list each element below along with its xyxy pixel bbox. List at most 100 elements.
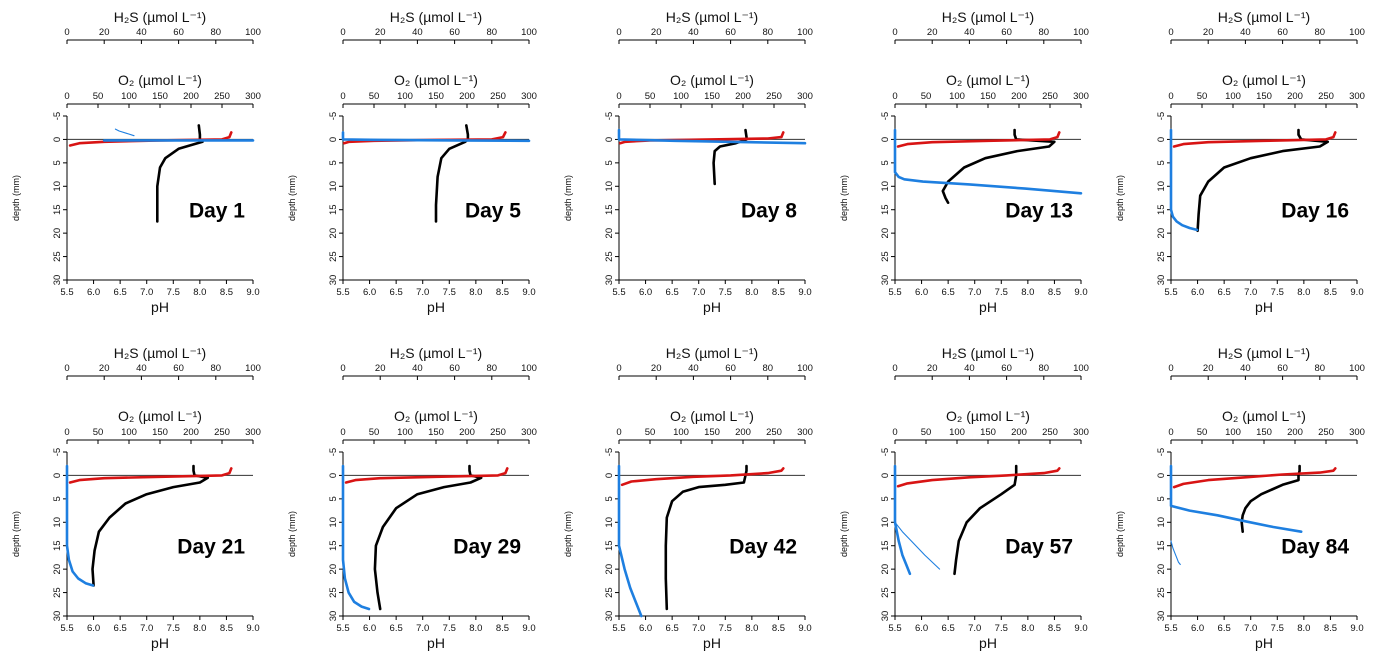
ph-tick-label: 6.5 xyxy=(1218,623,1231,634)
depth-tick-label: 20 xyxy=(604,228,615,239)
h2s-profile-line xyxy=(1169,128,1199,232)
depth-tick-label: 30 xyxy=(880,275,891,286)
ph-profile-line xyxy=(712,128,748,186)
depth-tick-label: 25 xyxy=(1156,251,1167,262)
h2s-tick-label: 0 xyxy=(616,363,621,374)
depth-tick-label: 0 xyxy=(328,137,339,142)
ph-axis-title: pH xyxy=(703,299,721,315)
h2s-tick-label: 100 xyxy=(245,27,261,38)
depth-tick-label: 5 xyxy=(880,160,891,165)
h2s-tick-label: 80 xyxy=(211,363,222,374)
h2s-tick-label: 40 xyxy=(1240,363,1251,374)
ph-tick-label: 8.0 xyxy=(1021,287,1034,298)
depth-tick-label: -5 xyxy=(1156,112,1167,120)
o2-tick-label: 300 xyxy=(245,91,261,102)
o2-axis-title: O₂ (µmol L⁻¹) xyxy=(394,408,478,424)
depth-tick-label: 25 xyxy=(328,587,339,598)
ph-tick-label: 6.5 xyxy=(114,623,127,634)
h2s-tick-label: 40 xyxy=(688,27,699,38)
o2-tick-label: 50 xyxy=(93,427,104,438)
ph-tick-label: 9.0 xyxy=(1350,623,1363,634)
o2-tick-label: 300 xyxy=(1349,91,1365,102)
depth-tick-label: 15 xyxy=(604,540,615,551)
day-label: Day 1 xyxy=(189,200,245,223)
o2-tick-label: 300 xyxy=(797,91,813,102)
o2-tick-label: 200 xyxy=(459,91,475,102)
depth-tick-label: 25 xyxy=(328,251,339,262)
depth-tick-label: 30 xyxy=(880,611,891,622)
o2-tick-label: 150 xyxy=(980,91,996,102)
ph-profile-line xyxy=(434,124,470,223)
o2-tick-label: 250 xyxy=(1042,91,1058,102)
h2s-tick-label: 0 xyxy=(616,27,621,38)
ph-tick-label: 8.0 xyxy=(1021,623,1034,634)
ph-tick-label: 8.5 xyxy=(496,287,509,298)
ph-tick-label: 9.0 xyxy=(798,623,811,634)
ph-tick-label: 5.5 xyxy=(612,287,625,298)
depth-tick-label: 20 xyxy=(328,564,339,575)
h2s-tick-label: 40 xyxy=(412,27,423,38)
h2s-tick-label: 60 xyxy=(1277,363,1288,374)
o2-tick-label: 300 xyxy=(797,427,813,438)
o2-axis-title: O₂ (µmol L⁻¹) xyxy=(670,408,754,424)
depth-tick-label: 0 xyxy=(604,473,615,478)
o2-profile-line xyxy=(68,467,233,484)
depth-axis-title: depth (mm) xyxy=(839,175,849,221)
o2-tick-label: 50 xyxy=(1197,91,1208,102)
o2-tick-label: 300 xyxy=(521,427,537,438)
depth-tick-label: 10 xyxy=(1156,517,1167,528)
depth-tick-label: 30 xyxy=(328,611,339,622)
h2s-tick-label: 0 xyxy=(1168,27,1173,38)
day-label: Day 84 xyxy=(1281,536,1349,559)
h2s-profile-line xyxy=(65,464,95,587)
o2-tick-label: 250 xyxy=(766,91,782,102)
ph-tick-label: 8.5 xyxy=(1324,287,1337,298)
o2-tick-label: 150 xyxy=(428,427,444,438)
ph-tick-label: 8.0 xyxy=(193,287,206,298)
o2-tick-label: 50 xyxy=(1197,427,1208,438)
ph-tick-label: 8.0 xyxy=(1297,287,1310,298)
ph-tick-label: 6.0 xyxy=(915,287,928,298)
o2-tick-label: 250 xyxy=(490,91,506,102)
depth-axis-title: depth (mm) xyxy=(287,511,297,557)
ph-tick-label: 6.0 xyxy=(915,623,928,634)
depth-axis-title: depth (mm) xyxy=(1115,175,1125,221)
depth-tick-label: 30 xyxy=(52,611,63,622)
o2-tick-label: 200 xyxy=(1011,427,1027,438)
o2-tick-label: 0 xyxy=(340,427,345,438)
ph-tick-label: 7.5 xyxy=(1271,287,1284,298)
h2s-tick-label: 0 xyxy=(64,27,69,38)
depth-tick-label: 10 xyxy=(52,181,63,192)
depth-tick-label: 10 xyxy=(328,181,339,192)
ph-tick-label: 5.5 xyxy=(1164,287,1177,298)
o2-axis-title: O₂ (µmol L⁻¹) xyxy=(946,72,1030,88)
ph-tick-label: 7.5 xyxy=(1271,623,1284,634)
depth-tick-label: -5 xyxy=(604,112,615,120)
h2s-tick-label: 80 xyxy=(487,363,498,374)
ph-tick-label: 8.5 xyxy=(772,287,785,298)
depth-axis-title: depth (mm) xyxy=(11,511,21,557)
h2s-axis-title: H₂S (µmol L⁻¹) xyxy=(1218,9,1310,25)
o2-tick-label: 0 xyxy=(64,427,69,438)
depth-tick-label: 0 xyxy=(1156,137,1167,142)
o2-axis-title: O₂ (µmol L⁻¹) xyxy=(946,408,1030,424)
h2s-tick-label: 60 xyxy=(1001,363,1012,374)
o2-tick-label: 50 xyxy=(921,91,932,102)
ph-tick-label: 7.0 xyxy=(692,623,705,634)
o2-tick-label: 50 xyxy=(369,91,380,102)
depth-tick-label: 10 xyxy=(880,517,891,528)
depth-tick-label: 25 xyxy=(52,251,63,262)
depth-tick-label: 5 xyxy=(328,160,339,165)
ph-tick-label: 9.0 xyxy=(522,287,535,298)
o2-tick-label: 100 xyxy=(949,427,965,438)
h2s-axis-title: H₂S (µmol L⁻¹) xyxy=(114,345,206,361)
ph-axis-title: pH xyxy=(427,635,445,651)
depth-tick-label: 30 xyxy=(1156,611,1167,622)
ph-tick-label: 7.0 xyxy=(968,623,981,634)
o2-tick-label: 250 xyxy=(1042,427,1058,438)
day-label: Day 16 xyxy=(1281,200,1349,223)
h2s-tick-label: 100 xyxy=(1349,363,1365,374)
ph-tick-label: 7.0 xyxy=(968,287,981,298)
